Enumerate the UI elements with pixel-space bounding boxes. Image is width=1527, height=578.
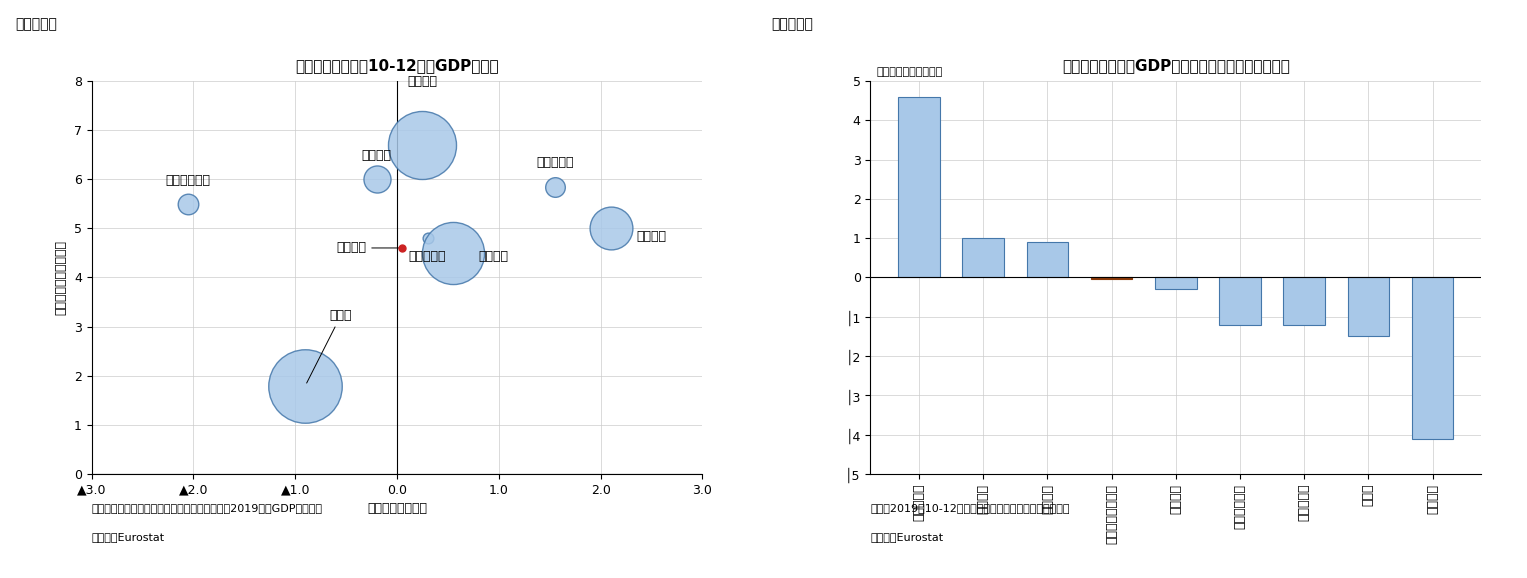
Point <box>365 175 389 184</box>
Point <box>415 234 440 243</box>
Text: （図表４）: （図表４） <box>771 17 812 31</box>
Text: オーストリア: オーストリア <box>166 173 211 187</box>
Text: ポルトガル: ポルトガル <box>536 157 574 169</box>
Text: （コロナ禍前比、％）: （コロナ禍前比、％） <box>876 67 942 77</box>
Bar <box>1283 277 1325 325</box>
Point <box>441 249 466 258</box>
Text: スペイン: スペイン <box>637 230 666 243</box>
Point <box>389 243 414 253</box>
Text: （図表３）: （図表３） <box>15 17 56 31</box>
Text: フランス: フランス <box>479 250 508 262</box>
Point <box>176 199 200 209</box>
Bar <box>962 238 1005 277</box>
Text: （注）ユーロ圈全体と米国を除く円の大きさを2019年のGDPの大きさ: （注）ユーロ圈全体と米国を除く円の大きさを2019年のGDPの大きさ <box>92 503 322 513</box>
Bar <box>1090 277 1133 279</box>
Bar <box>1154 277 1197 289</box>
Text: ユーロ圈: ユーロ圈 <box>336 242 400 254</box>
Y-axis label: （前年同期比伸び率）: （前年同期比伸び率） <box>53 240 67 315</box>
Title: ユーロ圈主要国のGDP水準（コロナ禍前との比較）: ユーロ圈主要国のGDP水準（コロナ禍前との比較） <box>1061 58 1290 73</box>
Bar <box>1411 277 1454 439</box>
Text: ドイツ: ドイツ <box>307 309 353 383</box>
Text: イタリア: イタリア <box>408 75 437 88</box>
Bar <box>898 97 941 277</box>
Text: リトアニア: リトアニア <box>409 250 446 262</box>
Text: （資料）Eurostat: （資料）Eurostat <box>870 532 944 542</box>
Point <box>293 381 318 390</box>
Point <box>411 140 435 149</box>
Text: ベルギー: ベルギー <box>362 149 391 162</box>
Text: （資料）Eurostat: （資料）Eurostat <box>92 532 165 542</box>
Title: ユーロ圈主要国の10-12月期GDP伸び率: ユーロ圈主要国の10-12月期GDP伸び率 <box>295 58 499 73</box>
Bar <box>1347 277 1390 336</box>
Point <box>599 224 623 233</box>
X-axis label: （前期比伸び率）: （前期比伸び率） <box>366 502 428 515</box>
Point <box>542 182 567 191</box>
Bar <box>1219 277 1261 325</box>
Bar <box>1026 242 1069 277</box>
Text: （注）2019年10-12月期比、一部の国は伸び率等から推計: （注）2019年10-12月期比、一部の国は伸び率等から推計 <box>870 503 1070 513</box>
